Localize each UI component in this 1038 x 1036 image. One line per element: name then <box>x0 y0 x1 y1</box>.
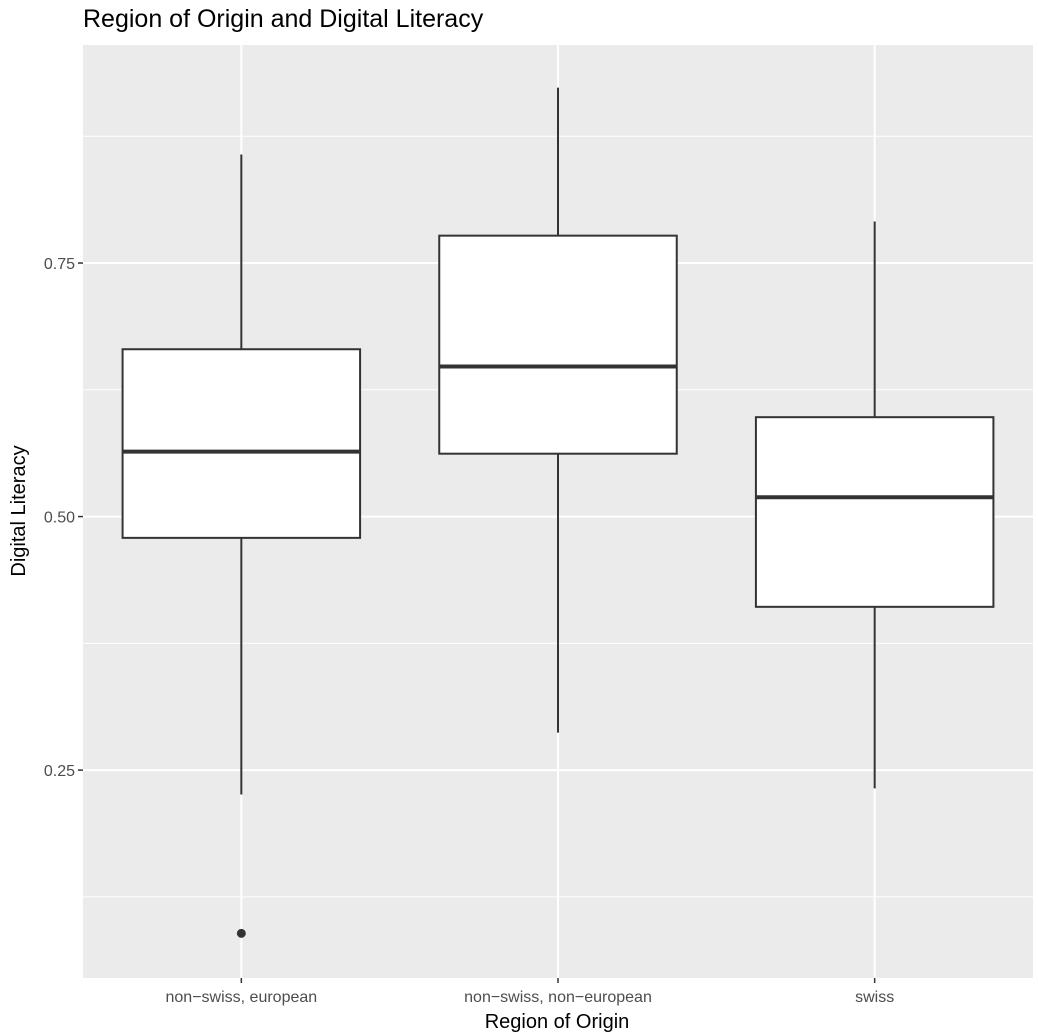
boxes <box>121 87 995 938</box>
x-tick-label: non−swiss, european <box>166 989 318 1006</box>
y-tick-label: 0.50 <box>44 510 75 527</box>
box-body <box>121 348 362 539</box>
x-tick-label: swiss <box>855 989 894 1006</box>
box-group <box>438 87 678 733</box>
y-tick-label: 0.25 <box>44 763 75 780</box>
axes: 0.25 0.50 0.75 non−swiss, european non−swiss… <box>44 256 894 1006</box>
x-tick-label: non−swiss, non−european <box>464 989 652 1006</box>
outlier-point <box>236 928 246 938</box>
y-axis-title: Digital Literacy <box>8 445 30 576</box>
box-body <box>754 416 995 608</box>
box-group <box>754 221 995 789</box>
y-tick-label: 0.75 <box>44 256 75 273</box>
chart-title: Region of Origin and Digital Literacy <box>83 5 484 33</box>
x-axis-title: Region of Origin <box>485 1011 630 1033</box>
box-body <box>438 234 678 455</box>
box-group <box>121 154 362 938</box>
